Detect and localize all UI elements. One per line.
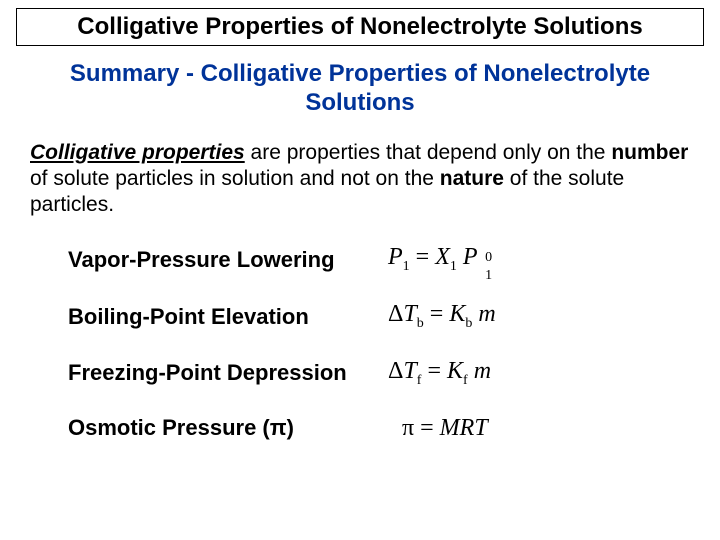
row-freezing-point: Freezing-Point Depression ΔTf = Kf m bbox=[68, 358, 684, 389]
eq-vp: = bbox=[416, 244, 430, 270]
var-Kf: K bbox=[447, 358, 463, 384]
title-box: Colligative Properties of Nonelectrolyte… bbox=[16, 8, 704, 46]
label-boiling-point: Boiling-Point Elevation bbox=[68, 304, 388, 330]
var-pi: π bbox=[402, 415, 414, 441]
eq-op: = bbox=[420, 415, 434, 441]
sub-1c: 1 bbox=[485, 268, 492, 284]
definition-paragraph: Colligative properties are properties th… bbox=[30, 140, 690, 219]
label-osmotic-pressure: Osmotic Pressure (π) bbox=[68, 415, 388, 441]
formula-freezing-point: ΔTf = Kf m bbox=[388, 358, 491, 389]
definition-text-1: are properties that depend only on the bbox=[245, 141, 612, 164]
label-vapor-pressure: Vapor-Pressure Lowering bbox=[68, 247, 388, 273]
var-Kb: K bbox=[449, 301, 465, 327]
eq-bp: = bbox=[430, 301, 444, 327]
var-P0: P bbox=[463, 244, 477, 270]
formula-vapor-pressure: P1 = X1 P 0 1 bbox=[388, 244, 483, 275]
row-osmotic-pressure: Osmotic Pressure (π) π = MRT bbox=[68, 415, 684, 442]
formula-boiling-point: ΔTb = Kb m bbox=[388, 301, 496, 332]
row-boiling-point: Boiling-Point Elevation ΔTb = Kb m bbox=[68, 301, 684, 332]
sub-b2: b bbox=[465, 316, 472, 331]
label-freezing-point: Freezing-Point Depression bbox=[68, 360, 388, 386]
var-P: P bbox=[388, 244, 403, 270]
var-M: M bbox=[440, 415, 460, 441]
definition-emph-nature: nature bbox=[440, 167, 504, 190]
var-Tb: T bbox=[403, 301, 416, 327]
slide: Colligative Properties of Nonelectrolyte… bbox=[0, 0, 720, 540]
definition-text-2: of solute particles in solution and not … bbox=[30, 167, 440, 190]
row-vapor-pressure: Vapor-Pressure Lowering P1 = X1 P 0 1 bbox=[68, 244, 684, 275]
sub-f1: f bbox=[417, 373, 422, 388]
sub-1a: 1 bbox=[403, 259, 410, 274]
sub-1b: 1 bbox=[450, 259, 457, 274]
slide-subtitle: Summary - Colligative Properties of None… bbox=[56, 60, 664, 118]
var-X: X bbox=[435, 244, 450, 270]
delta-bp: Δ bbox=[388, 301, 403, 327]
delta-fp: Δ bbox=[388, 358, 403, 384]
definition-emph-number: number bbox=[611, 141, 688, 164]
sup-0: 0 bbox=[485, 250, 492, 266]
var-Tf: T bbox=[403, 358, 416, 384]
var-T-op: T bbox=[474, 415, 487, 441]
definition-term: Colligative properties bbox=[30, 141, 245, 164]
sub-f2: f bbox=[463, 373, 468, 388]
slide-title: Colligative Properties of Nonelectrolyte… bbox=[25, 13, 695, 41]
formula-osmotic-pressure: π = MRT bbox=[388, 415, 488, 442]
var-R: R bbox=[460, 415, 475, 441]
eq-fp: = bbox=[427, 358, 441, 384]
properties-list: Vapor-Pressure Lowering P1 = X1 P 0 1 Bo… bbox=[68, 244, 684, 441]
var-m-fp: m bbox=[474, 358, 491, 384]
sub-b1: b bbox=[417, 316, 424, 331]
var-m-bp: m bbox=[478, 301, 495, 327]
